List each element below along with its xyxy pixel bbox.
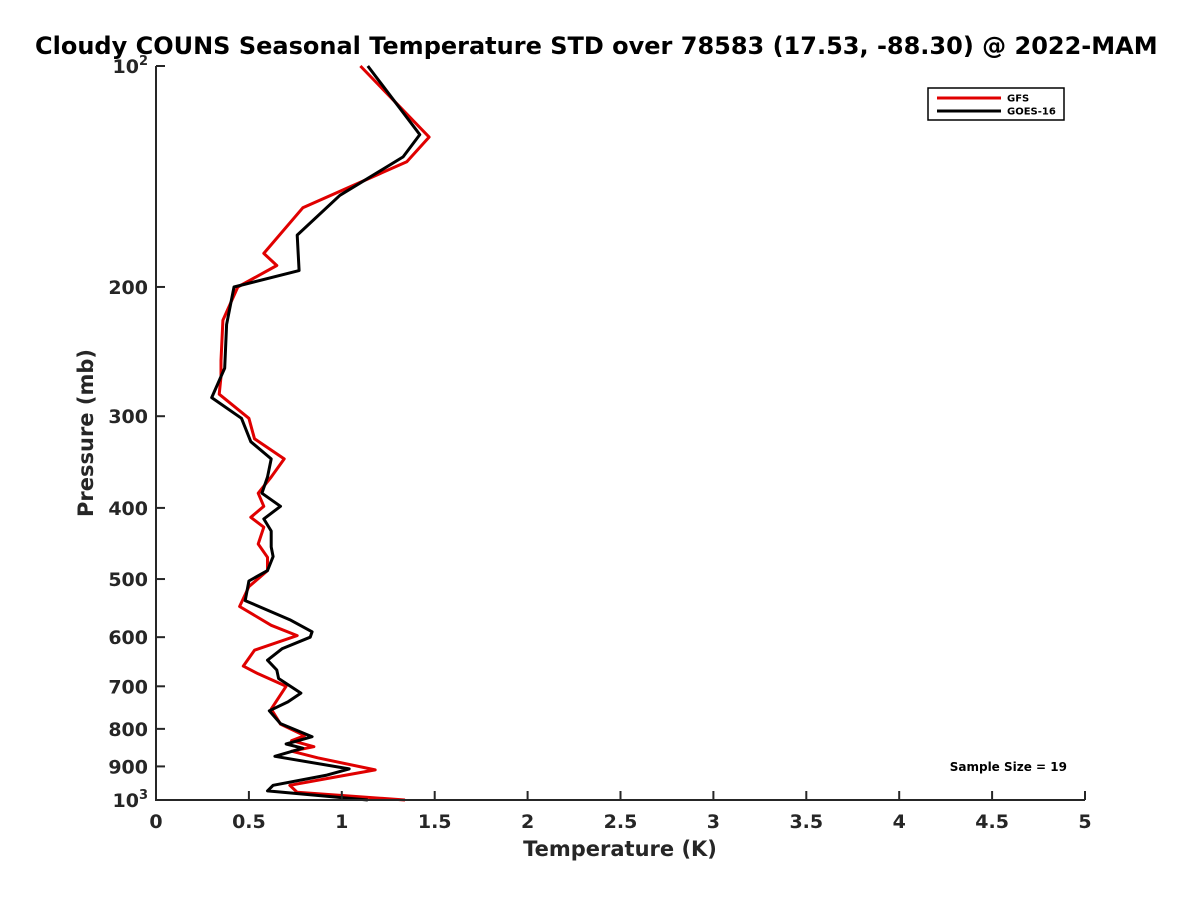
x-tick-label: 4.5 [975, 811, 1009, 833]
series-line-gfs [217, 64, 431, 802]
series-layer [210, 64, 431, 802]
y-tick-label: 103 [113, 788, 149, 812]
x-tick-label: 0 [149, 811, 162, 833]
legend: GFS GOES-16 [927, 87, 1065, 121]
y-tick-label: 500 [108, 569, 148, 591]
legend-label: GFS [1007, 94, 1029, 105]
x-tick-label: 2 [521, 811, 534, 833]
y-tick-label: 200 [108, 277, 148, 299]
x-tick-label: 3 [707, 811, 720, 833]
y-tick-label: 700 [108, 676, 148, 698]
y-axis-label: Pressure (mb) [74, 349, 98, 517]
y-tick-label: 300 [108, 406, 148, 428]
x-tick-label: 0.5 [232, 811, 266, 833]
x-tick-label: 3.5 [789, 811, 823, 833]
x-ticks: 0 0.5 1 1.5 2 2.5 3 3.5 4 4.5 5 [149, 791, 1092, 833]
x-axis-label: Temperature (K) [523, 837, 717, 861]
y-tick-label: 900 [108, 756, 148, 778]
y-tick-label: 800 [108, 719, 148, 741]
legend-label: GOES-16 [1007, 107, 1056, 118]
y-tick-label: 600 [108, 627, 148, 649]
legend-box [927, 87, 1065, 121]
y-tick-label: 400 [108, 498, 148, 520]
x-tick-label: 2.5 [604, 811, 638, 833]
y-tick-label: 102 [113, 54, 149, 78]
x-tick-label: 5 [1078, 811, 1091, 833]
x-tick-label: 1 [335, 811, 348, 833]
chart-title: Cloudy COUNS Seasonal Temperature STD ov… [35, 32, 1158, 60]
x-tick-label: 1.5 [418, 811, 452, 833]
x-tick-label: 4 [893, 811, 906, 833]
y-ticks: 102 200 300 400 500 600 700 800 900 103 [108, 54, 165, 812]
series-line-goes-16 [210, 65, 422, 802]
sample-size-annotation: Sample Size = 19 [950, 760, 1067, 774]
